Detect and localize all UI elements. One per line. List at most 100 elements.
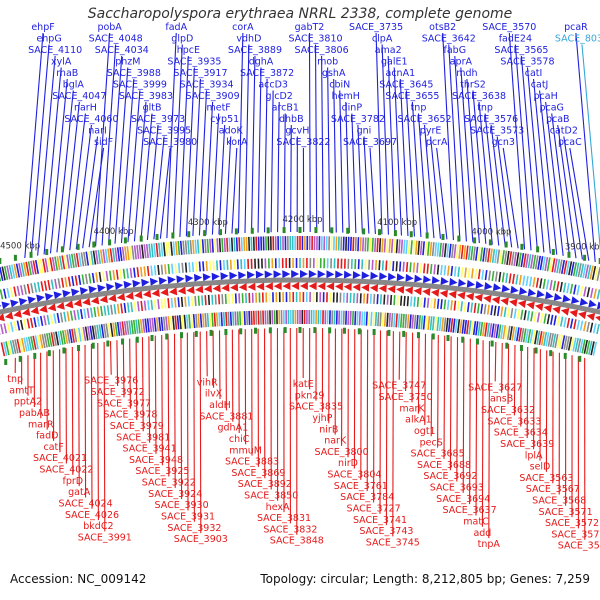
feature-bar (75, 253, 80, 268)
feature-bar (518, 327, 523, 342)
feature-bar (167, 316, 171, 331)
reverse-gene-label: chiC (229, 434, 250, 445)
reverse-gene-label: SACE_3685 (411, 449, 465, 460)
gene-leader-line (133, 101, 147, 242)
reverse-gene-arrow (82, 297, 91, 306)
feature-bar (410, 296, 413, 307)
forward-gene-arrow (229, 271, 238, 280)
feature-bar (453, 266, 457, 277)
feature-bar (146, 318, 150, 333)
feature-bar (126, 246, 130, 261)
gene-leader-line (551, 113, 571, 258)
reverse-gene-label: pabAB (19, 408, 50, 419)
feature-bar (167, 241, 171, 256)
forward-gene-label: hpcE (177, 45, 200, 56)
forward-gene-label: SACE_3655 (385, 91, 439, 102)
gene-leader-line (494, 342, 497, 382)
gene-leader-line (120, 78, 135, 243)
scale-tick (488, 239, 492, 246)
feature-bar (144, 318, 148, 333)
feature-bar (505, 272, 509, 284)
gene-leader-line (385, 330, 388, 526)
feature-bar (100, 324, 105, 339)
feature-bar (559, 281, 563, 293)
scale-tick (314, 227, 318, 234)
gene-leader-line (107, 55, 123, 245)
feature-bar (522, 253, 527, 268)
feature-bar (176, 315, 180, 330)
forward-gene-label: acnA1 (386, 68, 416, 79)
feature-bar (189, 240, 193, 255)
feature-bar (114, 322, 119, 337)
feature-bar (592, 341, 598, 356)
feature-bar (410, 240, 413, 255)
reverse-gene-arrow (134, 290, 143, 299)
forward-gene-arrow (379, 272, 388, 281)
feature-bar (525, 328, 529, 343)
scale-tick (551, 248, 555, 255)
reverse-gene-label: fprD (62, 476, 83, 487)
gene-leader-line (514, 44, 532, 251)
reverse-gene-label: SACE_3976 (84, 376, 138, 387)
feature-bar (188, 314, 191, 329)
forward-gene-arrow (519, 287, 528, 295)
feature-bar (91, 272, 95, 284)
gene-leader-line (469, 338, 471, 505)
feature-bar (433, 298, 437, 309)
feature-bar (511, 326, 516, 341)
feature-bar (188, 262, 191, 273)
scale-tick (583, 254, 587, 261)
feature-bar (25, 261, 30, 276)
forward-gene-arrow (10, 299, 19, 308)
forward-gene-label: SACE_3988 (107, 68, 161, 79)
reverse-strand-arrows (0, 282, 600, 322)
gene-leader-line (375, 32, 383, 235)
gene-leader-line (424, 333, 427, 425)
feature-bar (9, 340, 15, 355)
feature-bar (66, 311, 70, 322)
reverse-gene-arrow (552, 306, 561, 315)
reverse-gene-arrow (483, 294, 492, 303)
feature-bar (543, 331, 548, 346)
feature-bar (2, 341, 8, 356)
feature-bar (583, 286, 587, 297)
feature-bar (0, 266, 4, 281)
feature-bar (150, 243, 154, 258)
reverse-gene-arrow (108, 294, 117, 302)
feature-bar (243, 311, 246, 326)
scale-tick (250, 227, 254, 234)
reverse-gene-arrow (300, 282, 308, 291)
scale-ticks (0, 227, 600, 365)
reverse-gene-label: gatA (68, 487, 91, 498)
gene-leader-line (417, 333, 420, 414)
reverse-gene-arrow (361, 283, 370, 292)
feature-bar (84, 326, 89, 341)
feature-bar (23, 319, 27, 330)
scale-label: 4100 kbp (377, 218, 417, 228)
reverse-gene-label: SACE_3931 (161, 511, 215, 522)
reverse-gene-arrow (595, 315, 600, 322)
forward-gene-label: SACE_3576 (464, 114, 518, 125)
reverse-gene-arrow (352, 283, 361, 292)
forward-gene-arrow (562, 294, 571, 303)
feature-bar (427, 315, 431, 331)
feature-bar (87, 326, 91, 341)
feature-bar (82, 326, 87, 341)
feature-bar (129, 267, 133, 279)
reverse-gene-label: marR (28, 419, 54, 430)
reverse-gene-label: ogt1 (414, 426, 436, 437)
feature-bar (393, 295, 396, 306)
reverse-gene-arrow (13, 309, 22, 318)
forward-gene-arrow (282, 270, 291, 279)
feature-bar (438, 317, 442, 332)
scale-tick (150, 335, 154, 342)
feature-bar (491, 248, 496, 263)
feature-bar (179, 240, 183, 255)
feature-bar (470, 302, 474, 313)
gene-leader-line (90, 343, 93, 509)
reverse-gene-label: SACE_3575 (551, 529, 600, 540)
feature-bar (74, 275, 78, 286)
scale-label: 4400 kbp (94, 227, 134, 237)
feature-bar (126, 268, 129, 279)
feature-bar (549, 257, 554, 272)
